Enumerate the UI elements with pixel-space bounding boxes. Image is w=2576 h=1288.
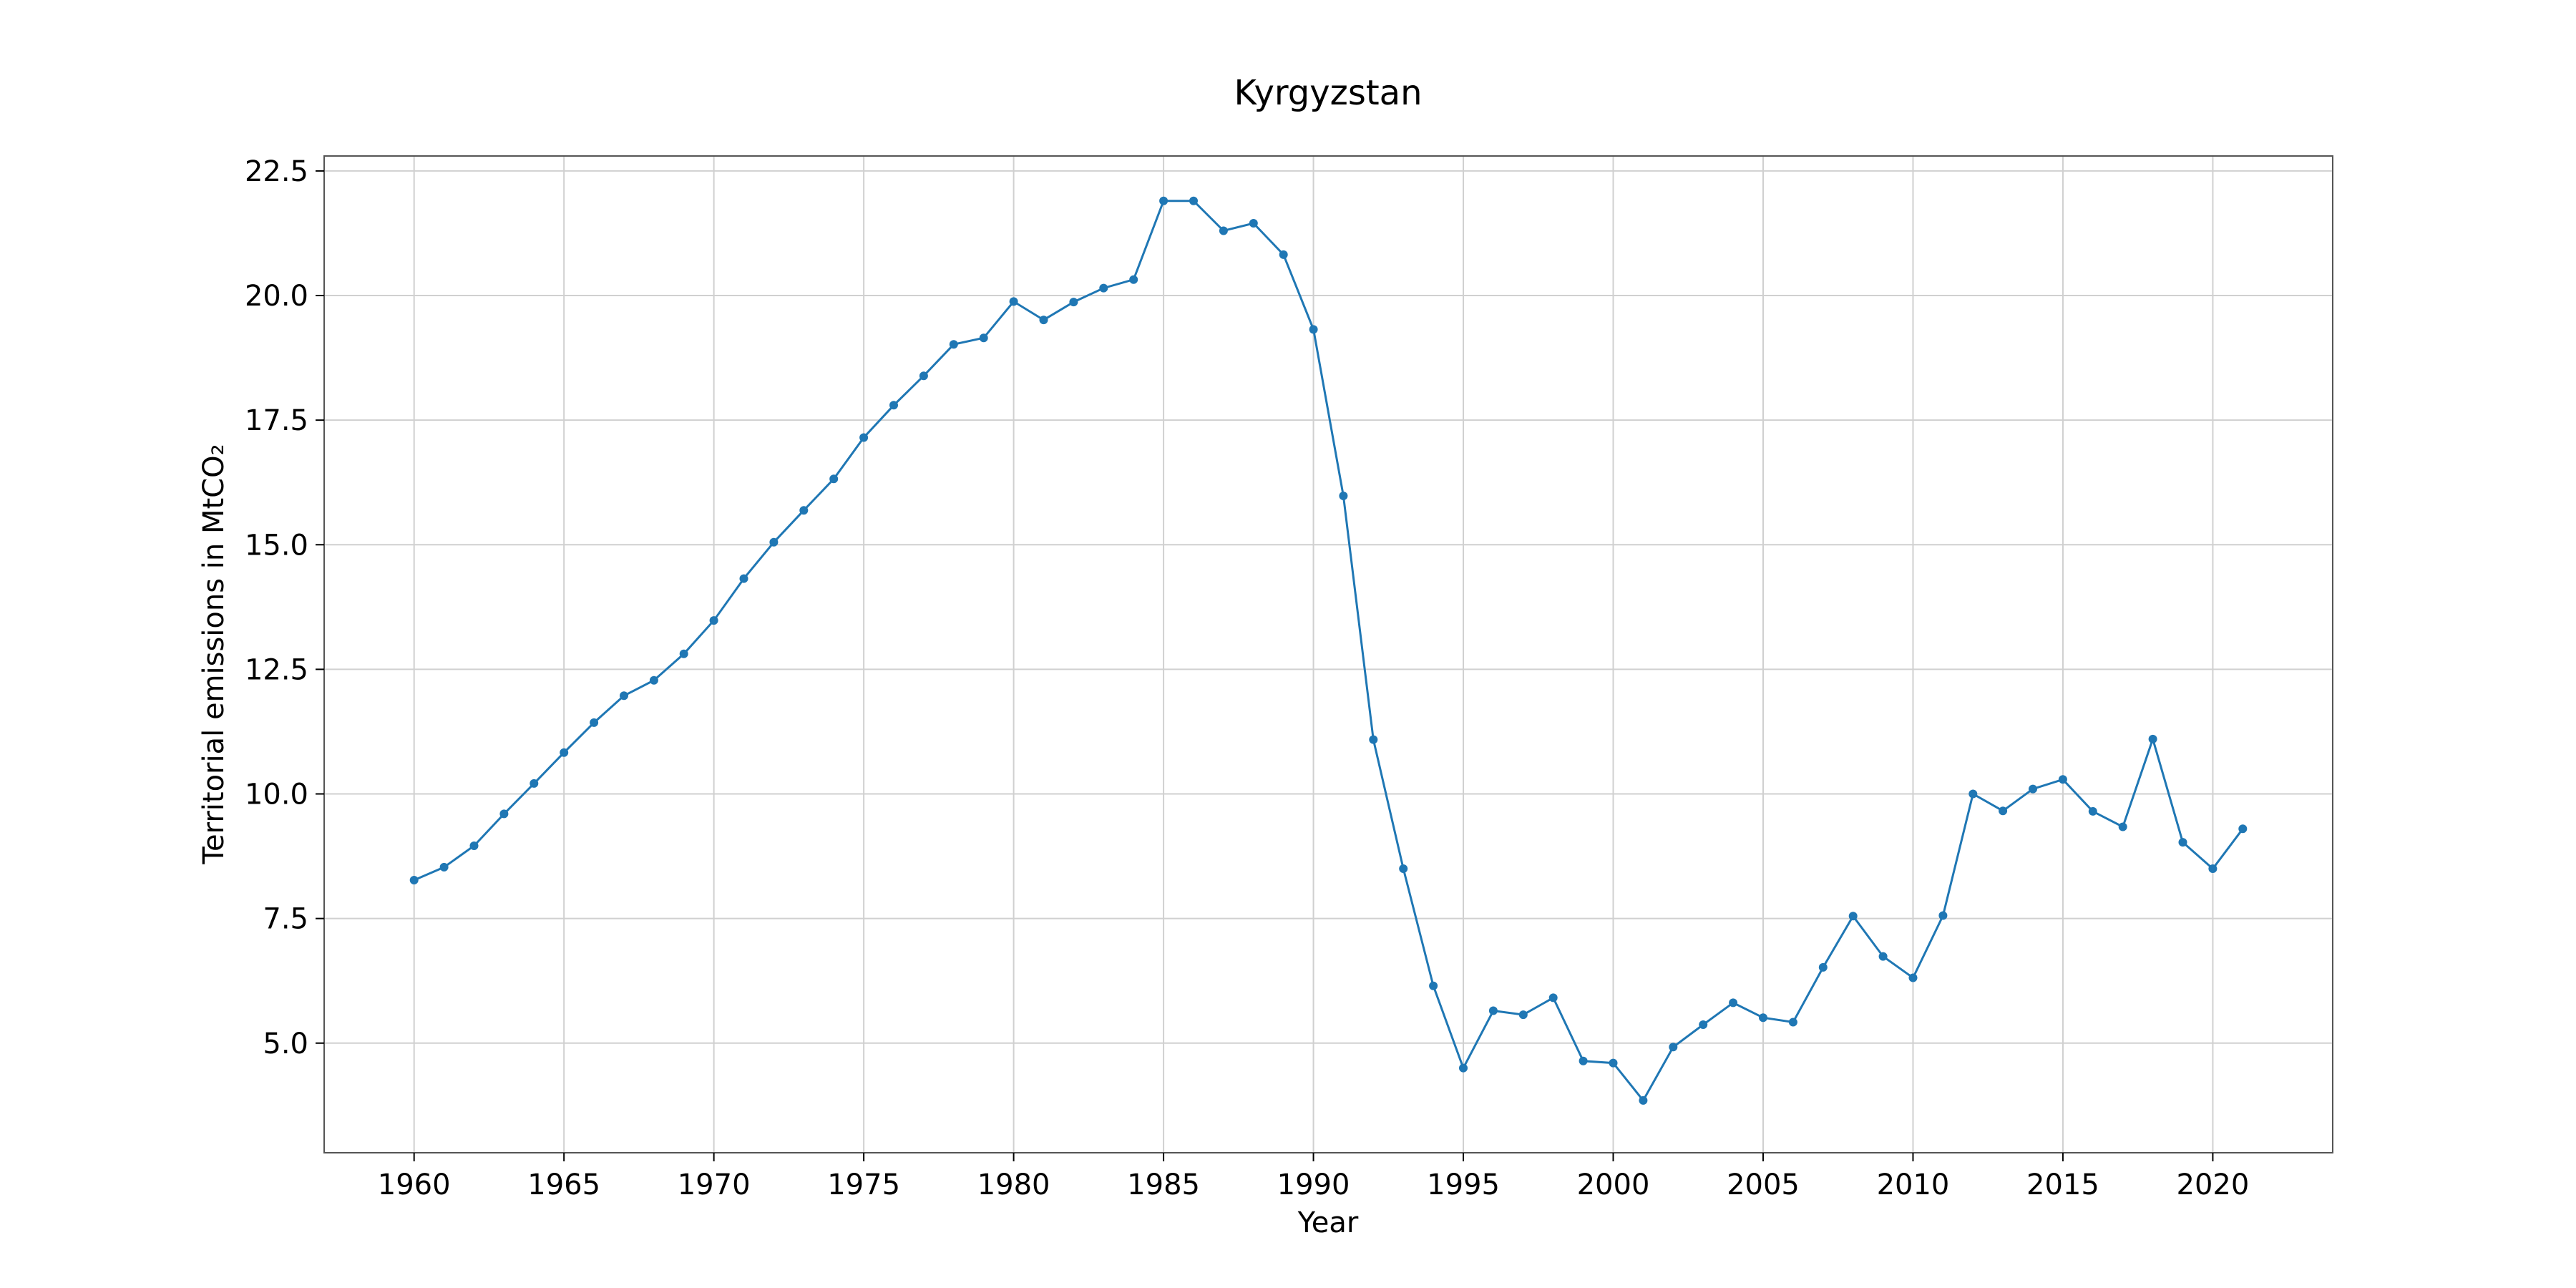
data-point <box>2058 775 2067 784</box>
y-tick-label: 5.0 <box>263 1028 308 1060</box>
data-point <box>1129 275 1138 284</box>
data-point <box>1729 998 1738 1008</box>
data-point <box>1669 1043 1678 1052</box>
data-point <box>679 649 688 658</box>
data-point <box>1399 864 1408 873</box>
points-layer <box>409 196 2248 1105</box>
data-point <box>1069 298 1078 307</box>
data-point <box>469 841 479 850</box>
data-point <box>769 537 779 547</box>
data-point <box>1639 1096 1648 1105</box>
series-line <box>414 200 2244 1103</box>
x-tick-label: 1970 <box>678 1169 751 1201</box>
data-point <box>2088 806 2097 816</box>
data-point <box>2029 784 2037 794</box>
x-tick-label: 1990 <box>1277 1169 1350 1201</box>
x-tick-label: 2005 <box>1727 1169 1800 1201</box>
data-point <box>949 340 958 349</box>
data-point <box>889 401 898 410</box>
data-point <box>1488 1006 1498 1015</box>
data-point <box>979 333 988 343</box>
data-point <box>439 862 449 872</box>
data-point <box>1999 806 2008 816</box>
data-point <box>1548 993 1558 1002</box>
data-point <box>1159 196 1169 205</box>
data-point <box>1429 981 1438 990</box>
data-point <box>739 574 748 583</box>
y-tick-label: 12.5 <box>245 653 308 686</box>
data-point <box>499 809 509 819</box>
data-point <box>590 718 599 727</box>
y-tick-label: 15.0 <box>245 529 308 562</box>
data-point <box>560 748 569 757</box>
data-point <box>1369 735 1378 744</box>
data-point <box>1189 196 1198 205</box>
data-point <box>1309 325 1318 334</box>
plot-frame <box>323 155 2333 1153</box>
data-point <box>1039 316 1048 325</box>
data-point <box>1848 912 1858 921</box>
data-point <box>1908 973 1918 982</box>
data-point <box>1219 226 1228 235</box>
tick-layer: 1960 1965 1970 1975 1980 1985 1990 1995 2000 2005… <box>245 155 2249 1201</box>
y-tick-label: 17.5 <box>245 404 308 437</box>
x-tick-label: 1965 <box>527 1169 600 1201</box>
x-axis-label: Year <box>1297 1206 1359 1239</box>
data-point <box>649 675 658 685</box>
x-tick-label: 1980 <box>977 1169 1050 1201</box>
y-tick-label: 7.5 <box>263 903 308 936</box>
data-point <box>2208 864 2218 873</box>
data-point <box>1788 1018 1797 1027</box>
data-point <box>530 779 539 788</box>
y-axis-label: Territorial emissions in MtCO₂ <box>197 444 230 864</box>
data-point <box>1968 789 1978 799</box>
data-point <box>2118 822 2127 831</box>
x-tick-label: 2000 <box>1577 1169 1650 1201</box>
data-point <box>1279 250 1288 259</box>
x-tick-label: 2010 <box>1877 1169 1950 1201</box>
data-point <box>1579 1056 1588 1065</box>
y-tick-label: 20.0 <box>245 280 308 313</box>
chart-title: Kyrgyzstan <box>1234 73 1422 113</box>
x-tick-label: 2020 <box>2177 1169 2250 1201</box>
data-point <box>859 433 869 442</box>
data-point <box>1009 297 1018 306</box>
data-point <box>1878 952 1888 961</box>
data-point <box>2148 734 2157 743</box>
data-point <box>1759 1013 1767 1023</box>
data-point <box>2178 838 2187 847</box>
data-point <box>1339 492 1348 500</box>
data-point <box>620 691 628 701</box>
data-point <box>1518 1010 1528 1020</box>
data-point <box>2238 824 2248 834</box>
data-point <box>1459 1063 1468 1073</box>
data-point <box>709 616 718 625</box>
x-tick-label: 1960 <box>378 1169 451 1201</box>
data-point <box>1249 219 1258 228</box>
data-point <box>1609 1058 1618 1068</box>
data-point <box>1099 283 1108 293</box>
x-tick-label: 2015 <box>2026 1169 2099 1201</box>
y-tick-label: 22.5 <box>245 155 308 188</box>
data-point <box>409 876 419 884</box>
grid-layer <box>324 156 2333 1153</box>
data-point <box>1699 1020 1708 1029</box>
x-tick-label: 1975 <box>827 1169 900 1201</box>
data-point <box>1818 962 1828 972</box>
x-tick-label: 1995 <box>1427 1169 1500 1201</box>
data-point <box>919 371 928 381</box>
y-tick-label: 10.0 <box>245 779 308 811</box>
x-tick-label: 1985 <box>1127 1169 1200 1201</box>
data-point <box>799 506 809 515</box>
data-point <box>829 474 839 484</box>
data-point <box>1938 911 1948 920</box>
